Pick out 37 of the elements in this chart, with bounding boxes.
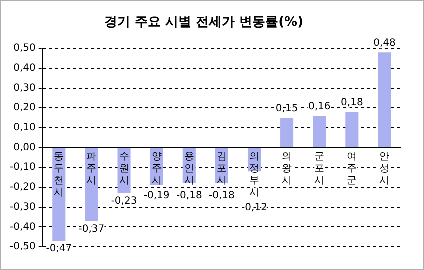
data-label: -0,19 xyxy=(144,190,170,202)
data-label: -0,47 xyxy=(46,244,72,255)
y-tick-label: -0,10 xyxy=(10,162,36,174)
bar xyxy=(346,112,359,148)
y-tick-label: 0,00 xyxy=(14,142,36,154)
x-tick-label: 파주시 xyxy=(86,151,97,186)
x-tick-label: 의왕시 xyxy=(282,151,292,186)
y-tick-label: -0,20 xyxy=(10,182,36,194)
data-label: 0,18 xyxy=(341,98,364,109)
y-tick-label: 0,10 xyxy=(14,122,36,134)
x-tick-label: 용인시 xyxy=(184,151,194,186)
data-label: 0,16 xyxy=(308,102,331,113)
data-label: -0,23 xyxy=(111,196,138,208)
x-tick-label: 여주군 xyxy=(347,151,358,186)
y-tick-label: -0,30 xyxy=(10,202,36,213)
x-tick-label: 의정부시 xyxy=(249,151,260,198)
data-label: -0,37 xyxy=(78,224,105,235)
bar xyxy=(313,116,326,148)
chart-title: 경기 주요 시별 전세가 변동률(%) xyxy=(104,15,304,30)
y-tick-label: 0,20 xyxy=(14,102,36,114)
x-tick-label: 수원시 xyxy=(119,151,130,186)
data-label: 0,48 xyxy=(374,38,396,50)
data-label: -0,12 xyxy=(242,202,268,214)
data-label: -0,18 xyxy=(209,190,235,202)
x-tick-label: 군포시 xyxy=(314,151,325,186)
x-tick-label: 양주시 xyxy=(152,151,162,186)
data-label: 0,15 xyxy=(276,104,298,115)
y-tick-label: 0,40 xyxy=(14,63,36,74)
bar xyxy=(378,52,392,148)
x-tick-label: 김포시 xyxy=(216,151,227,186)
y-tick-label: 0,50 xyxy=(14,43,36,54)
bar xyxy=(280,118,294,148)
y-tick-label: -0,40 xyxy=(10,222,36,233)
y-tick-label: 0,30 xyxy=(14,82,36,94)
y-tick-label: -0,50 xyxy=(10,242,36,253)
data-label: -0,18 xyxy=(176,190,202,202)
x-tick-label: 동두천시 xyxy=(54,151,64,198)
